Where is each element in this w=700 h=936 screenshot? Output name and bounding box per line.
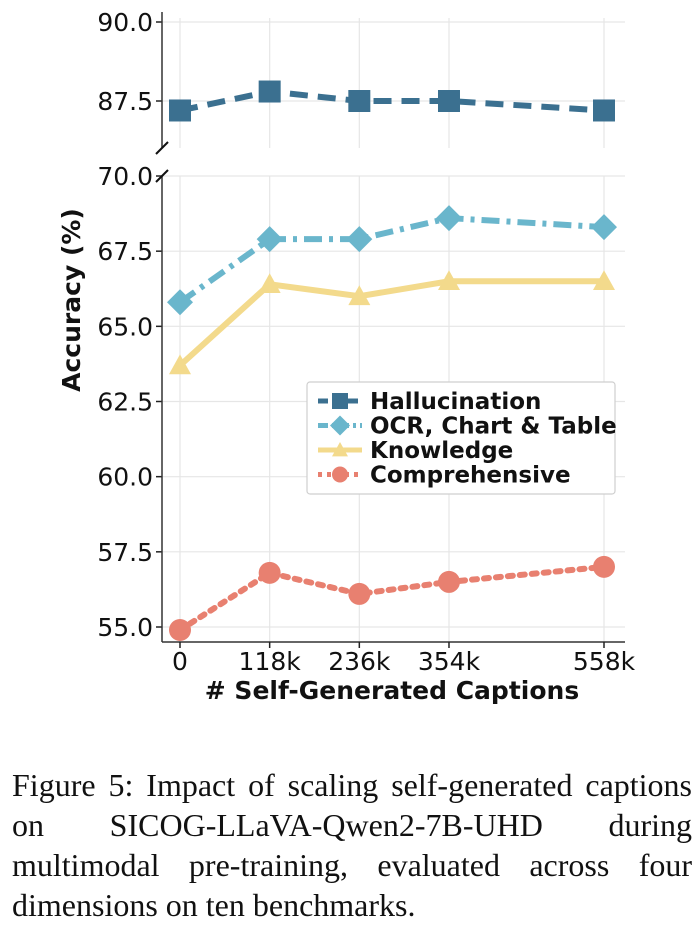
ocr-chart-table-line [178, 215, 605, 305]
y-tick-label: 65.0 [97, 312, 153, 341]
x-tick-label: 118k [239, 647, 302, 676]
y-tick-label: 67.5 [97, 237, 153, 266]
accuracy-line-chart: 90.0 87.5 70.0 67.5 65.0 62.5 60.0 57.5 55.0 0 118… [57, 8, 636, 705]
comprehensive-point [169, 619, 191, 642]
hallucination-point [258, 80, 281, 103]
y-tick-label: 87.5 [97, 87, 153, 116]
y-axis-label: Accuracy (%) [57, 208, 86, 392]
axis-break-mark [155, 141, 169, 155]
hallucination-legend-label: Hallucination [370, 389, 541, 415]
knowledge-legend-marker [332, 442, 348, 457]
knowledge-point [258, 273, 281, 294]
hallucination-point [437, 90, 460, 112]
comprehensive-line [177, 563, 607, 634]
hallucination-series [169, 80, 615, 122]
caption-text-after: -LLaVA-Qwen2-7B-UHD during multimodal pr… [12, 807, 693, 923]
figure-caption: Figure 5: Impact of scaling self-generat… [12, 765, 692, 925]
comprehensive-point [258, 561, 281, 584]
comprehensive-point [593, 555, 615, 578]
ocr-chart-table-point [346, 226, 373, 253]
x-tick-label: 354k [418, 647, 481, 676]
series-layer [167, 80, 617, 642]
ocr-chart-table-point [167, 289, 193, 316]
axis-break-mark [155, 169, 169, 183]
y-tick-label: 90.0 [97, 8, 153, 37]
ocr-chart-table-point [591, 214, 617, 241]
y-tick-label: 55.0 [97, 613, 153, 642]
caption-smallcaps: ICOG [127, 807, 206, 843]
knowledge-point [348, 285, 371, 306]
hallucination-point [593, 99, 615, 122]
comprehensive-legend-marker [332, 466, 348, 483]
ocr-chart-table-series [167, 205, 617, 316]
grid [162, 18, 625, 642]
ocr-chart-table-legend-label: OCR, Chart & Table [370, 414, 617, 440]
hallucination-point [348, 90, 371, 112]
knowledge-point [437, 270, 460, 291]
y-tick-label: 57.5 [97, 538, 153, 567]
knowledge-legend-label: Knowledge [370, 438, 513, 464]
y-tick-label: 70.0 [97, 162, 153, 191]
ocr-chart-table-legend-marker [330, 415, 350, 436]
x-axis-label: # Self-Generated Captions [205, 676, 579, 705]
knowledge-point [593, 270, 615, 291]
hallucination-legend-marker [332, 393, 348, 409]
ocr-chart-table-point [256, 226, 283, 253]
comprehensive-point [437, 570, 460, 593]
knowledge-series [169, 270, 615, 375]
caption-text-before: Impact of scaling self-generated caption… [12, 767, 693, 843]
comprehensive-series [169, 555, 615, 642]
comprehensive-point [348, 582, 371, 605]
caption-label: Figure 5: [12, 767, 134, 803]
axes [155, 12, 625, 648]
x-tick-label: 236k [328, 647, 391, 676]
ocr-chart-table-point [435, 205, 462, 232]
legend-box [306, 381, 616, 495]
tick-labels: 90.0 87.5 70.0 67.5 65.0 62.5 60.0 57.5 55.0 0 118… [97, 8, 635, 676]
knowledge-line [177, 278, 604, 368]
y-tick-label: 62.5 [97, 388, 153, 417]
y-tick-label: 60.0 [97, 463, 153, 492]
comprehensive-legend-label: Comprehensive [370, 463, 571, 489]
knowledge-point [169, 354, 191, 375]
hallucination-point [169, 99, 191, 122]
x-tick-label: 0 [172, 647, 188, 676]
x-tick-label: 558k [573, 647, 636, 676]
